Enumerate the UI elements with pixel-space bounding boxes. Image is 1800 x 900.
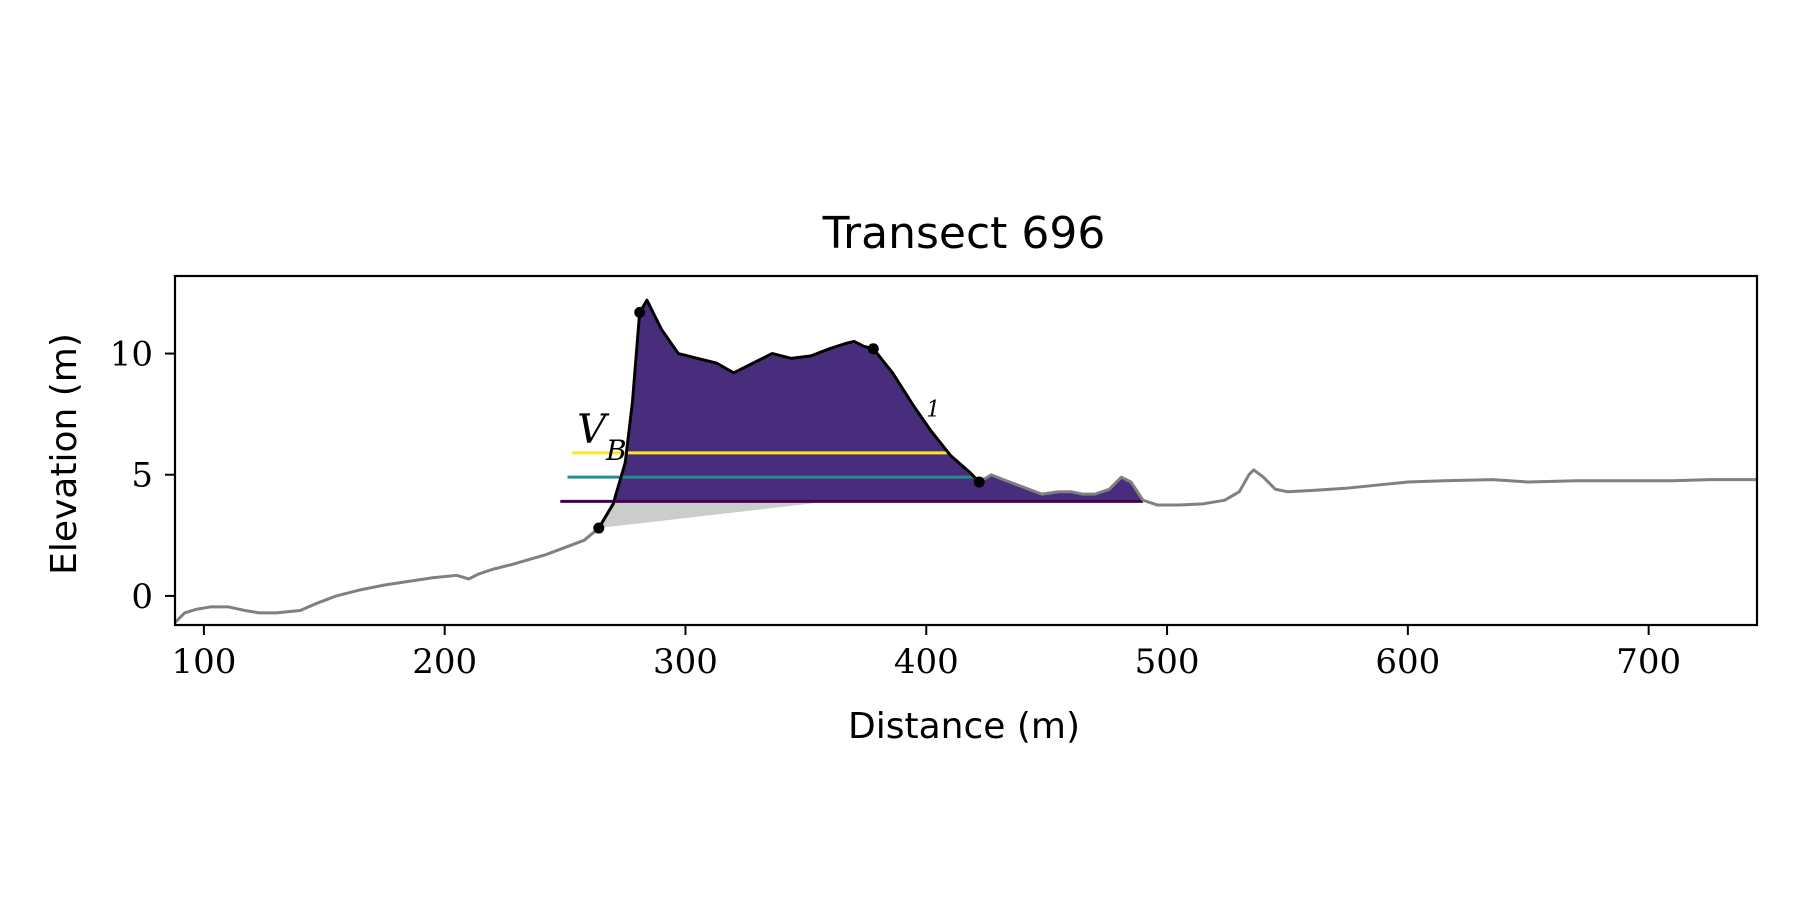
axis-ticks: 100 200 300 400 500 600 700 0 5 10	[110, 335, 1681, 682]
profile-line	[175, 298, 1757, 624]
y-tick-label: 5	[131, 456, 153, 496]
volume-layer-3	[614, 300, 1147, 502]
x-tick-label: 600	[1375, 642, 1440, 682]
x-axis-label: Distance (m)	[848, 706, 1080, 747]
y-axis-label: Elevation (m)	[44, 333, 85, 575]
x-tick-label: 400	[894, 642, 959, 682]
annotation-vb-subscript: B	[605, 434, 627, 467]
plot-frame	[173, 274, 1759, 627]
key-point	[973, 476, 985, 488]
x-tick-label: 100	[171, 642, 236, 682]
plot-area	[175, 298, 1757, 624]
chart-title: Transect 696	[822, 208, 1106, 259]
x-tick-label: 500	[1135, 642, 1200, 682]
x-tick-label: 300	[653, 642, 718, 682]
key-point	[634, 306, 646, 318]
annotation-vb: VB	[577, 407, 626, 467]
x-tick-label: 700	[1616, 642, 1681, 682]
y-tick-label: 0	[131, 577, 153, 617]
annotation-1: 1	[926, 398, 940, 423]
key-point	[593, 522, 605, 534]
key-point	[867, 343, 879, 355]
x-tick-label: 200	[412, 642, 477, 682]
y-tick-label: 10	[110, 335, 153, 375]
